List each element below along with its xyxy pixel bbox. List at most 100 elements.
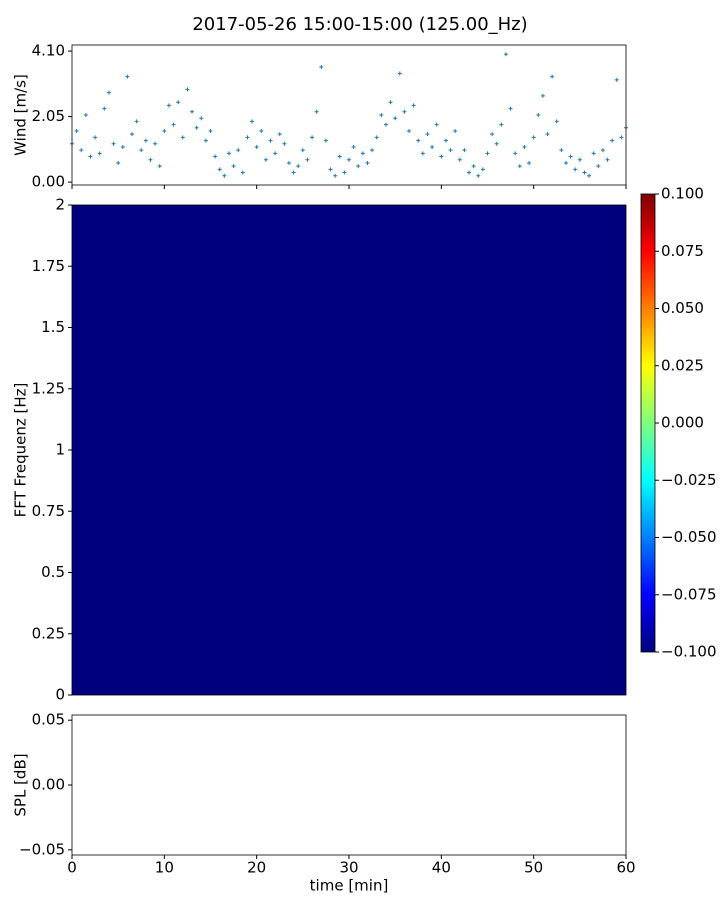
chart-title: 2017-05-26 15:00-15:00 (125.00_Hz) — [192, 14, 527, 35]
y-tick-label: 0.05 — [32, 711, 65, 729]
wind-point — [111, 141, 116, 146]
wind-point — [587, 173, 592, 178]
wind-point — [471, 164, 476, 169]
wind-point — [213, 154, 218, 159]
wind-point — [407, 128, 412, 133]
wind-point — [97, 151, 102, 156]
y-tick-label: 1 — [55, 441, 65, 459]
wind-point — [420, 151, 425, 156]
colorbar-tick-label: 0.000 — [661, 414, 704, 432]
wind-point — [476, 173, 481, 178]
y-tick-label: 0.75 — [32, 502, 65, 520]
wind-point — [93, 135, 98, 140]
wind-point — [448, 148, 453, 153]
wind-point — [139, 148, 144, 153]
x-tick-label: 60 — [616, 859, 635, 877]
wind-point — [596, 164, 601, 169]
wind-point — [199, 116, 204, 121]
y-tick-label: 1.75 — [32, 257, 65, 275]
wind-point — [286, 160, 291, 165]
y-tick-label: 4.10 — [32, 42, 65, 60]
wind-point — [462, 148, 467, 153]
y-tick-label: 0.00 — [32, 776, 65, 794]
wind-point — [291, 170, 296, 175]
wind-point — [573, 167, 578, 172]
y-tick-label: 0.5 — [41, 563, 65, 581]
wind-point — [254, 144, 259, 149]
axes-frame — [71, 44, 627, 186]
wind-point — [559, 148, 564, 153]
wind-point — [134, 119, 139, 124]
wind-point — [499, 122, 504, 127]
heatmap — [72, 205, 626, 695]
wind-point — [106, 90, 111, 95]
y-tick-label: 0 — [55, 686, 65, 704]
wind-point — [494, 141, 499, 146]
colorbar-tick-label: −0.025 — [661, 471, 717, 489]
wind-point — [365, 160, 370, 165]
colorbar-tick-label: 0.100 — [661, 185, 704, 203]
wind-point — [245, 135, 250, 140]
wind-point — [116, 160, 121, 165]
wind-point — [443, 138, 448, 143]
wind-point — [259, 128, 264, 133]
x-tick-label: 10 — [155, 859, 174, 877]
x-tick-label: 30 — [339, 859, 358, 877]
wind-point — [563, 160, 568, 165]
wind-point — [83, 113, 88, 117]
wind-point — [148, 157, 153, 162]
wind-point — [319, 65, 324, 70]
wind-point — [453, 128, 458, 133]
wind-point — [125, 74, 130, 79]
x-tick-label: 0 — [67, 859, 77, 877]
wind-point — [203, 138, 208, 143]
wind-point — [536, 113, 541, 117]
wind-point — [425, 132, 430, 137]
wind-point — [480, 167, 485, 172]
wind-point — [268, 138, 273, 143]
x-axis-label: time [min] — [310, 877, 389, 895]
wind-point — [277, 132, 282, 137]
y-tick-label: 0.00 — [32, 173, 65, 191]
y-tick-label: −0.05 — [19, 840, 65, 858]
wind-point — [503, 52, 508, 57]
wind-point — [577, 157, 582, 162]
y-axis-label: SPL [dB] — [12, 753, 30, 816]
wind-point — [328, 167, 333, 172]
wind-point — [102, 106, 107, 111]
wind-point — [393, 116, 398, 121]
wind-point — [370, 148, 375, 153]
wind-point — [351, 144, 356, 149]
wind-point — [79, 148, 84, 153]
wind-point — [605, 157, 610, 162]
wind-point — [240, 170, 245, 175]
wind-point — [522, 144, 527, 149]
colorbar-tick-label: −0.075 — [661, 585, 717, 603]
axes-frame — [71, 714, 627, 856]
wind-point — [342, 170, 347, 175]
wind-point — [374, 135, 379, 140]
y-axis-label: FFT Frequenz [Hz] — [12, 383, 30, 518]
wind-point — [162, 128, 167, 133]
wind-point — [176, 100, 181, 105]
wind-point — [300, 148, 305, 153]
wind-point — [314, 109, 319, 114]
wind-point — [467, 170, 472, 175]
wind-point — [379, 113, 384, 117]
wind-point — [231, 164, 236, 169]
wind-point — [333, 173, 338, 178]
wind-point — [310, 135, 315, 140]
wind-point — [180, 135, 185, 140]
wind-point — [190, 109, 195, 114]
x-tick-label: 40 — [432, 859, 451, 877]
colorbar — [640, 193, 656, 653]
wind-point — [430, 144, 435, 149]
wind-point — [171, 122, 176, 127]
wind-point — [457, 157, 462, 162]
wind-point — [356, 164, 361, 169]
wind-point — [439, 154, 444, 159]
wind-point — [582, 170, 587, 175]
wind-point — [74, 128, 79, 133]
y-tick-label: 2 — [55, 196, 65, 214]
